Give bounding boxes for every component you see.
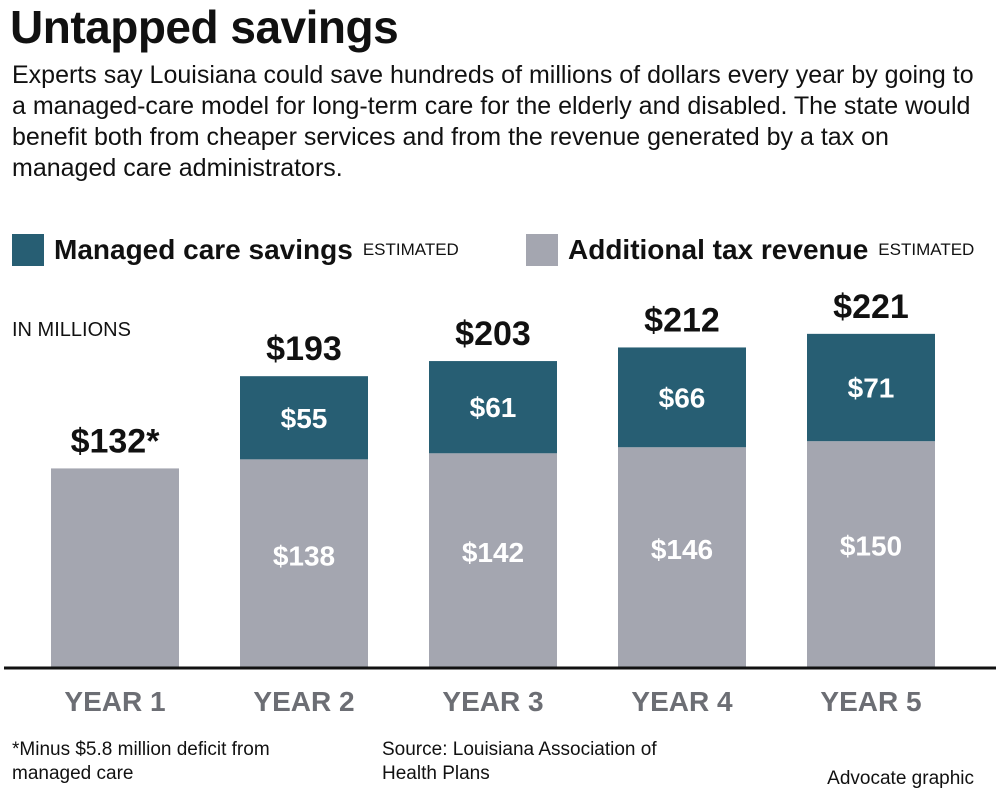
credit: Advocate graphic — [827, 768, 974, 789]
bar-label-savings-year-3: $61 — [470, 392, 517, 423]
total-label-year-5: $221 — [833, 290, 909, 326]
stacked-bar-chart: IN MILLIONS $132* YEAR 1 $138 $55 $193 YEAR 2 $… — [4, 290, 996, 717]
footnote: *Minus $5.8 million deficit from managed… — [12, 739, 270, 784]
bar-savings-year-2 — [240, 376, 368, 460]
bar-savings-year-3 — [429, 361, 557, 454]
total-label-year-4: $212 — [644, 301, 720, 339]
bar-label-tax-year-5: $150 — [840, 531, 902, 562]
bar-label-tax-year-4: $146 — [651, 534, 713, 565]
chart-title: Untapped savings — [10, 1, 399, 53]
legend-swatch-savings — [12, 234, 44, 266]
source-note: Source: Louisiana Association of Health … — [382, 739, 657, 784]
x-tick-label-year-4: YEAR 4 — [631, 686, 733, 717]
legend-item-savings: Managed care savings ESTIMATED — [12, 232, 459, 268]
legend-swatch-tax — [526, 234, 558, 266]
bar-savings-year-5 — [807, 333, 935, 442]
x-tick-label-year-5: YEAR 5 — [820, 686, 921, 717]
legend-item-tax: Additional tax revenue ESTIMATED — [526, 232, 974, 268]
bar-tax-year-4 — [618, 447, 746, 668]
bar-label-savings-year-4: $66 — [659, 382, 706, 413]
legend-note-tax: ESTIMATED — [878, 240, 975, 259]
bar-tax-year-5 — [807, 441, 935, 668]
bar-tax-year-2 — [240, 459, 368, 668]
x-tick-label-year-2: YEAR 2 — [253, 686, 354, 717]
total-label-year-3: $203 — [455, 315, 531, 353]
legend-label-tax: Additional tax revenue — [568, 234, 869, 265]
bar-label-savings-year-5: $71 — [848, 373, 895, 404]
unit-label: IN MILLIONS — [12, 319, 131, 341]
chart-subtitle: Experts say Louisiana could save hundred… — [12, 61, 974, 182]
bar-label-tax-year-2: $138 — [273, 540, 335, 571]
x-tick-label-year-3: YEAR 3 — [442, 686, 543, 717]
legend-label-savings: Managed care savings — [54, 234, 353, 265]
x-tick-label-year-1: YEAR 1 — [64, 686, 165, 717]
bar-label-savings-year-2: $55 — [281, 403, 328, 434]
total-label-year-2: $193 — [266, 330, 342, 368]
legend-note-savings: ESTIMATED — [362, 240, 459, 259]
total-label-year-1: $132* — [71, 422, 161, 460]
bar-tax-year-1 — [51, 468, 179, 668]
bar-savings-year-4 — [618, 347, 746, 448]
bar-tax-year-3 — [429, 453, 557, 668]
bar-label-tax-year-3: $142 — [462, 537, 524, 568]
